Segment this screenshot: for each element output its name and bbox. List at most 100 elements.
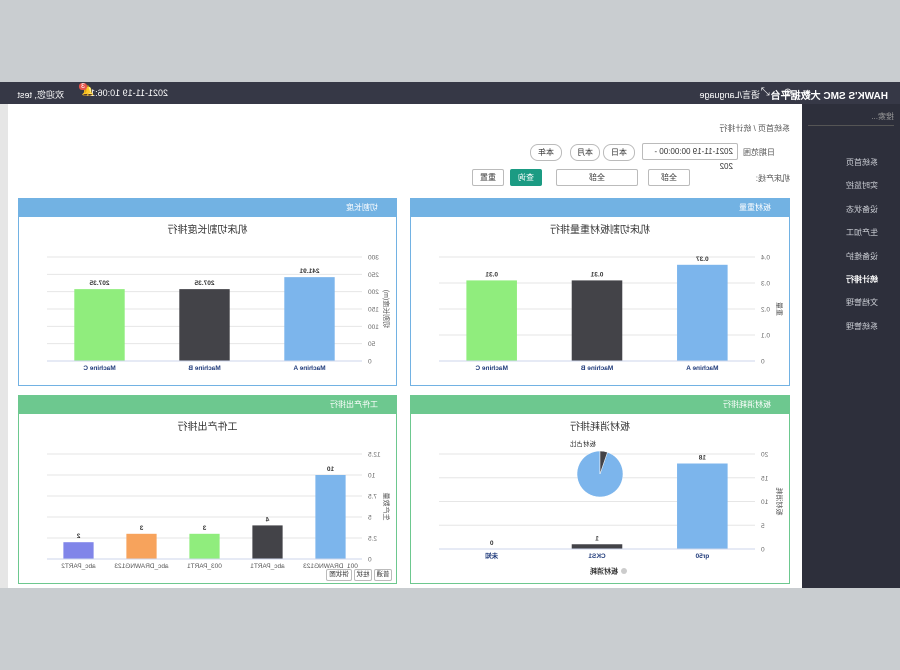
panel-header: 切割长度 <box>19 199 396 217</box>
y-tick-label: 5 <box>368 515 372 522</box>
legend-marker <box>621 568 627 574</box>
language[interactable]: 语言/Language <box>699 90 760 100</box>
button[interactable]: 本日 <box>603 144 635 161</box>
select[interactable]: 全部 <box>648 169 690 186</box>
y-tick-label: 10 <box>761 499 769 506</box>
y-tick-label: 10 <box>368 473 376 480</box>
data-label: 4 <box>265 516 269 523</box>
data-label: 18 <box>698 455 706 462</box>
chart-button[interactable]: 柱状 <box>354 569 372 581</box>
x-tick-label: 003_PART1 <box>187 563 222 570</box>
menu-item[interactable]: 实时监控 <box>846 181 878 191</box>
menu-item[interactable]: 统计排行 <box>846 275 878 284</box>
menu-item[interactable]: 生产加工 <box>846 228 878 238</box>
button-text: 本日 <box>611 148 627 157</box>
bar <box>63 542 94 559</box>
data-label: 2 <box>76 533 80 540</box>
button[interactable]: 本年 <box>530 144 562 161</box>
chart-title: 机床切割板材重量排行 <box>550 223 650 236</box>
crumb[interactable]: 系统首页 <box>758 124 790 133</box>
bar <box>74 289 125 361</box>
chart-title: 板材消耗排行 <box>570 420 630 433</box>
y-tick-label: 5 <box>761 523 765 530</box>
x-tick-label: Machine C <box>475 365 508 372</box>
data-label: 0 <box>489 540 493 547</box>
panel: 板材消耗排行 板材消耗排行 板材消耗 0 5 10 15 20 18 qr50 1 CKS1 0 未知 板材… <box>410 395 790 584</box>
y-tick-label: 250 <box>368 272 379 279</box>
app: HAWK'S SMC 大数据平台 ⊕ ⤢ 语言/Language 2021-11… <box>0 82 900 588</box>
select-text: 全部 <box>589 173 605 182</box>
button-text: 重置 <box>480 173 496 182</box>
menu-item[interactable]: 设备状态 <box>846 204 878 214</box>
x-tick-label: 001_DRAWNG123 <box>303 563 358 570</box>
crumb: 统计排行 <box>719 124 752 133</box>
menu-item[interactable]: 系统首页 <box>846 158 878 167</box>
bar <box>284 277 335 361</box>
datetime: 2021-11-19 10:06:16 <box>85 88 168 98</box>
data-label: 0.37 <box>696 256 709 263</box>
menu-toggle[interactable]: ⊕ <box>783 87 792 98</box>
bar <box>179 289 230 361</box>
bar <box>252 525 283 559</box>
select[interactable]: 全部 <box>556 169 638 186</box>
y-tick-label: 0.2 <box>761 307 770 314</box>
breadcrumb: 系统首页 / 统计排行 <box>719 124 790 133</box>
button[interactable]: 重置 <box>472 169 504 186</box>
legend-text: 板材消耗 <box>590 567 618 576</box>
y-tick-label: 0 <box>368 359 372 366</box>
bar <box>315 475 346 559</box>
y-tick-label: 7.5 <box>368 494 377 501</box>
y-axis-label: 生产数量 <box>382 493 391 521</box>
top-bar: HAWK'S SMC 大数据平台 ⊕ ⤢ 语言/Language 2021-11… <box>0 82 900 104</box>
date-input[interactable]: 2021-11-19 00:00:00 - 202 <box>642 143 738 171</box>
x-tick-label: qr50 <box>695 553 709 560</box>
y-tick-label: 15 <box>761 475 769 482</box>
user[interactable]: 欢迎您, test <box>17 90 64 100</box>
bar <box>571 544 623 549</box>
fullscreen[interactable]: ⤢ <box>761 86 770 98</box>
data-label: 0.31 <box>590 271 603 278</box>
data-label: 207.35 <box>194 280 214 287</box>
select-text: 全部 <box>661 173 677 182</box>
bar <box>571 280 623 361</box>
sidebar: 搜索... 系统首页实时监控设备状态生产加工设备维护统计排行文档管理系统管理 <box>802 104 900 588</box>
x-tick-label: 未知 <box>485 551 499 560</box>
y-tick-label: 200 <box>368 289 379 296</box>
data-label: 3 <box>139 525 143 532</box>
menu-item[interactable]: 系统管理 <box>846 321 878 331</box>
bar <box>189 533 220 559</box>
panel-header: 板材重量 <box>411 199 789 217</box>
data-label: 1 <box>595 535 599 542</box>
panel-header: 板材消耗排行 <box>411 396 789 414</box>
y-tick-label: 2.5 <box>368 536 377 543</box>
pie-label: 板材占比 <box>570 439 597 448</box>
date-value: 2021-11-19 00:00:00 - 202 <box>654 147 733 171</box>
chart-button[interactable]: 饼状图 <box>326 569 352 581</box>
bar <box>126 533 157 559</box>
line-label: 机床产线: <box>755 174 790 183</box>
y-tick-label: 300 <box>368 255 379 262</box>
button-text: 查询 <box>518 173 534 182</box>
y-tick-label: 0 <box>368 557 372 564</box>
y-tick-label: 0.4 <box>761 255 770 262</box>
y-tick-label: 0 <box>761 547 765 554</box>
x-tick-label: Machine A <box>686 365 719 372</box>
x-tick-label: abc_DRAWNG123 <box>114 563 169 570</box>
button[interactable]: 本月 <box>570 144 600 161</box>
y-tick-label: 0.3 <box>761 281 770 288</box>
bar <box>677 463 728 549</box>
bar <box>677 264 728 361</box>
chart-button[interactable]: 普通 <box>374 569 392 581</box>
y-tick-label: 100 <box>368 324 379 331</box>
scrollbar[interactable] <box>0 104 8 588</box>
y-tick-label: 12.5 <box>368 452 381 459</box>
y-axis-label: 重量 <box>775 302 783 316</box>
menu-item[interactable]: 设备维护 <box>846 251 878 261</box>
menu-item[interactable]: 文档管理 <box>846 298 878 308</box>
search[interactable]: 搜索... <box>808 111 894 126</box>
y-tick-label: 20 <box>761 452 769 459</box>
button[interactable]: 查询 <box>510 169 542 186</box>
